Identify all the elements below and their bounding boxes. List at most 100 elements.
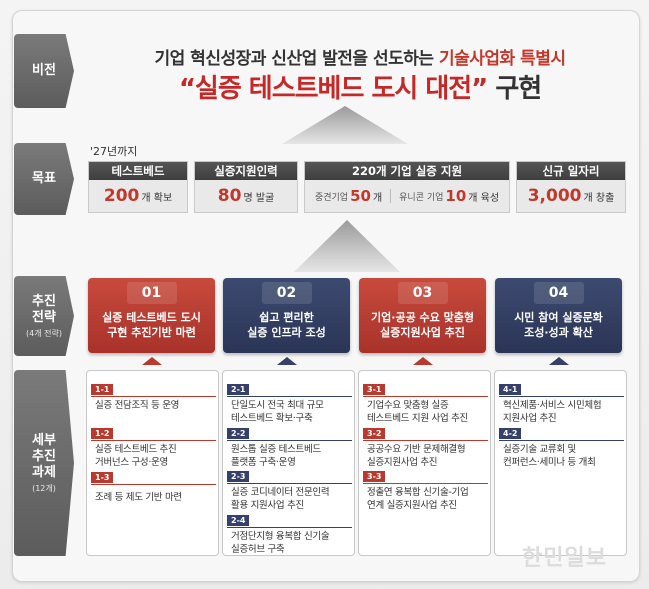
goal-unit: 개 — [372, 192, 383, 204]
strategy-title-line1: 기업·공공 수요 맞춤형 — [371, 311, 474, 324]
category-tasks: 세부 추진 과제 (12개) — [14, 370, 74, 556]
task-text: 활용 지원사업 추진 — [231, 500, 304, 511]
up-arrow-icon — [282, 106, 408, 144]
goal-header: 220개 기업 실증 지원 — [305, 162, 509, 180]
task-rule — [363, 483, 488, 484]
task-text: 원스톱 실증 테스트베드 — [231, 444, 321, 455]
goal-testbed: 테스트베드 200 개 확보 — [88, 161, 188, 213]
goal-unit: 개 확보 — [141, 192, 173, 204]
vision-line1-text: 기업 혁신성장과 신산업 발전을 선도하는 — [154, 49, 439, 69]
goal-number: 50 — [350, 187, 371, 205]
category-label: 비전 — [32, 63, 56, 78]
task-id: 1-2 — [91, 428, 114, 439]
strategy-number: 01 — [126, 282, 177, 304]
goal-companies: 220개 기업 실증 지원 중견기업 50 개 유니콘 기업 10 개 육성 — [304, 161, 510, 213]
task-item: 2-2 원스톱 실증 테스트베드 플랫폼 구축·운영 — [227, 421, 352, 469]
task-item: 2-1 단일도시 전국 최대 규모 테스트베드 확보·구축 — [227, 377, 352, 425]
strategy-title-line2: 실증 인프라 조성 — [247, 326, 326, 339]
task-text: 테스트베드 지원 사업 추진 — [367, 413, 468, 424]
task-id: 2-2 — [227, 428, 250, 439]
task-rule — [91, 484, 216, 485]
task-item: 2-4 거점단지형 융복합 신기술 실증허브 구축 — [227, 508, 352, 556]
goal-unit: 명 발굴 — [243, 192, 275, 204]
task-id: 2-4 — [227, 515, 250, 526]
task-column-3: 3-1 기업수요 맞춤형 실증 테스트베드 지원 사업 추진 3-2 공공수요 … — [358, 370, 491, 556]
task-rule — [499, 396, 624, 397]
task-item: 1-3 조례 등 제도 기반 마련 — [91, 465, 216, 504]
strategy-card-04: 04 시민 참여 실증문화 조성·성과 확산 — [495, 278, 622, 353]
triangle-icon — [549, 357, 569, 365]
triangle-icon — [142, 357, 162, 365]
task-text: 실증기술 교류회 및 — [503, 444, 576, 455]
task-item: 4-2 실증기술 교류회 및 컨퍼런스·세미나 등 개최 — [499, 421, 624, 469]
task-rule — [91, 440, 216, 441]
goal-sublabel: 중견기업 — [314, 192, 349, 203]
task-text: 실증 코디네이터 전문인력 — [231, 487, 330, 498]
task-rule — [499, 440, 624, 441]
strategy-number: 03 — [397, 282, 448, 304]
task-text: 거버넌스 구성·운영 — [95, 457, 168, 468]
task-text: 실증허브 구축 — [231, 544, 285, 555]
task-id: 3-1 — [363, 384, 386, 395]
task-id: 2-1 — [227, 384, 250, 395]
task-text: 거점단지형 융복합 신기술 — [231, 531, 330, 542]
goal-number: 3,000 — [527, 186, 582, 206]
goal-personnel: 실증지원인력 80 명 발굴 — [194, 161, 298, 213]
task-text: 혁신제품·서비스 시민체험 — [503, 400, 602, 411]
category-strategy: 추진 전략 (4개 전략) — [14, 276, 74, 356]
goal-unit: 개 육성 — [468, 192, 500, 204]
category-label: 목표 — [32, 171, 56, 186]
task-item: 3-3 정출연 융복합 신기술-기업 연계 실증지원사업 추진 — [363, 464, 488, 512]
goal-sublabel: 유니콘 기업 — [399, 192, 444, 203]
strategy-title-line1: 시민 참여 실증문화 — [514, 311, 603, 324]
task-rule — [227, 527, 352, 528]
goal-number: 80 — [217, 186, 242, 206]
task-text: 실증지원사업 추진 — [367, 457, 438, 468]
up-arrow-icon — [294, 220, 400, 272]
goal-divider — [390, 189, 392, 203]
vision-slogan: “실증 테스트베드 도시 대전” — [178, 74, 488, 104]
goal-header: 신규 일자리 — [517, 162, 625, 180]
watermark-logo: 한민일보 — [522, 546, 607, 571]
goal-unit: 개 창출 — [583, 192, 615, 204]
task-item: 4-1 혁신제품·서비스 시민체험 지원사업 추진 — [499, 377, 624, 425]
task-rule — [227, 396, 352, 397]
category-label: 세부 추진 과제 — [32, 432, 56, 480]
vision-suffix: 구현 — [487, 74, 542, 104]
task-item: 3-1 기업수요 맞춤형 실증 테스트베드 지원 사업 추진 — [363, 377, 488, 425]
task-column-2: 2-1 단일도시 전국 최대 규모 테스트베드 확보·구축 2-2 원스톱 실증… — [222, 370, 355, 556]
task-item: 1-1 실증 전담조직 등 운영 — [91, 377, 216, 412]
task-text: 테스트베드 확보·구축 — [231, 413, 313, 424]
task-rule — [227, 483, 352, 484]
triangle-icon — [413, 357, 433, 365]
task-rule — [91, 396, 216, 397]
goal-number: 200 — [103, 186, 140, 206]
task-item: 1-2 실증 테스트베드 추진 거버넌스 구성·운영 — [91, 421, 216, 469]
task-item: 3-2 공공수요 기반 문제해결형 실증지원사업 추진 — [363, 421, 488, 469]
task-text: 조례 등 제도 기반 마련 — [95, 492, 182, 503]
strategy-title-line2: 조성·성과 확산 — [524, 326, 593, 339]
task-id: 4-2 — [499, 428, 522, 439]
vision-line2: “실증 테스트베드 도시 대전” 구현 — [90, 68, 630, 105]
category-sub: (12개) — [32, 483, 56, 493]
category-vision: 비전 — [14, 34, 74, 108]
task-text: 단일도시 전국 최대 규모 — [231, 400, 324, 411]
task-rule — [363, 440, 488, 441]
task-text: 연계 실증지원사업 추진 — [367, 500, 457, 511]
strategy-card-01: 01 실증 테스트베드 도시 구현 추진기반 마련 — [88, 278, 215, 353]
year-note: '27년까지 — [90, 145, 138, 158]
vision-highlight: 기술사업화 특별시 — [438, 49, 566, 69]
strategy-title-line1: 쉽고 편리한 — [259, 311, 314, 324]
vision-line1: 기업 혁신성장과 신산업 발전을 선도하는 기술사업화 특별시 — [90, 44, 630, 69]
strategy-number: 02 — [261, 282, 312, 304]
goal-jobs: 신규 일자리 3,000 개 창출 — [516, 161, 626, 213]
task-id: 4-1 — [499, 384, 522, 395]
task-id: 1-1 — [91, 384, 114, 395]
task-rule — [227, 440, 352, 441]
task-text: 컨퍼런스·세미나 등 개최 — [503, 457, 596, 468]
strategy-card-02: 02 쉽고 편리한 실증 인프라 조성 — [223, 278, 350, 353]
strategy-title-line2: 실증지원사업 추진 — [380, 326, 465, 339]
task-text: 실증 전담조직 등 운영 — [95, 400, 180, 411]
triangle-icon — [277, 357, 297, 365]
